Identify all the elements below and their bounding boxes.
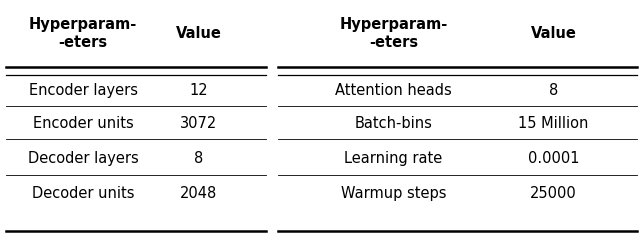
Text: Learning rate: Learning rate: [344, 151, 443, 166]
Text: Decoder layers: Decoder layers: [28, 151, 139, 166]
Text: 15 Million: 15 Million: [518, 116, 589, 131]
Text: 2048: 2048: [180, 186, 217, 202]
Text: Hyperparam-
-eters: Hyperparam- -eters: [339, 16, 448, 50]
Text: 8: 8: [549, 83, 558, 98]
Text: Hyperparam-
-eters: Hyperparam- -eters: [29, 16, 138, 50]
Text: 3072: 3072: [180, 116, 217, 131]
Text: Warmup steps: Warmup steps: [341, 186, 446, 202]
Text: Encoder units: Encoder units: [33, 116, 134, 131]
Text: 25000: 25000: [530, 186, 577, 202]
Text: Batch-bins: Batch-bins: [355, 116, 433, 131]
Text: 12: 12: [189, 83, 208, 98]
Text: Value: Value: [175, 26, 221, 41]
Text: Value: Value: [531, 26, 577, 41]
Text: Attention heads: Attention heads: [335, 83, 452, 98]
Text: Decoder units: Decoder units: [32, 186, 134, 202]
Text: 0.0001: 0.0001: [528, 151, 579, 166]
Text: 8: 8: [194, 151, 203, 166]
Text: Encoder layers: Encoder layers: [29, 83, 138, 98]
